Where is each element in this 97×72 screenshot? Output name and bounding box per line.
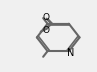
- Text: O: O: [43, 13, 50, 22]
- Text: N: N: [67, 48, 74, 58]
- Text: O: O: [43, 26, 50, 35]
